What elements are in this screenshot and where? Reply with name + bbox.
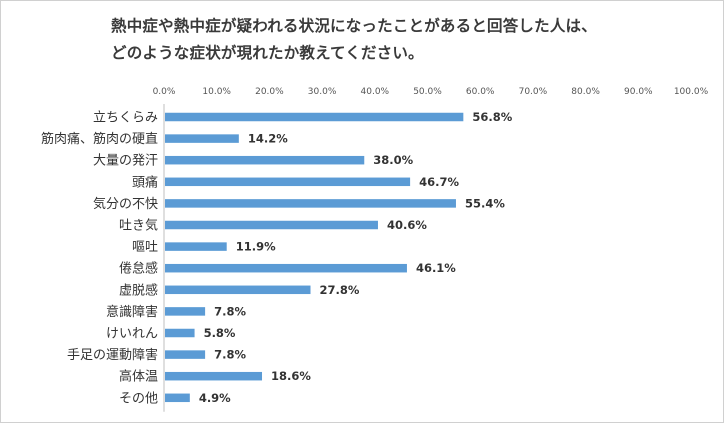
bar <box>165 112 464 122</box>
category-label: 嘔吐 <box>132 240 158 255</box>
value-label: 46.1% <box>416 261 456 275</box>
category-label: 大量の発汗 <box>93 154 158 169</box>
x-tick-label: 30.0% <box>308 87 337 97</box>
category-label: 気分の不快 <box>93 196 158 212</box>
value-label: 55.4% <box>465 196 505 210</box>
category-label: その他 <box>119 391 158 406</box>
bar <box>165 285 311 295</box>
bar <box>165 371 263 381</box>
value-label: 14.2% <box>248 132 288 146</box>
value-label: 4.9% <box>199 391 231 405</box>
value-label: 5.8% <box>204 326 236 340</box>
bar <box>165 242 227 251</box>
chart-title: 熱中症や熱中症が疑われる状況になったことがあると回答した人は、 どのような症状が… <box>111 13 711 67</box>
x-tick-label: 70.0% <box>519 87 548 97</box>
category-label: 立ちくらみ <box>93 111 158 126</box>
category-label: 頭痛 <box>132 174 158 190</box>
category-label: 筋肉痛、筋肉の硬直 <box>41 131 158 147</box>
bar <box>165 177 411 187</box>
bar <box>165 307 206 316</box>
x-tick-label: 80.0% <box>571 87 600 97</box>
value-label: 18.6% <box>271 369 311 383</box>
value-label: 11.9% <box>236 240 276 254</box>
value-label: 27.8% <box>320 283 360 297</box>
value-label: 40.6% <box>387 218 427 232</box>
x-tick-label: 0.0% <box>153 87 176 97</box>
bar <box>165 220 378 230</box>
category-label: けいれん <box>106 327 158 342</box>
value-label: 7.8% <box>214 304 246 318</box>
chart-title-line-2: どのような症状が現れたか教えてください。 <box>111 44 424 62</box>
category-label: 吐き気 <box>119 218 158 234</box>
bar <box>165 350 206 359</box>
value-label: 46.7% <box>419 175 459 189</box>
x-tick-label: 90.0% <box>624 87 653 97</box>
bar <box>165 263 407 273</box>
category-label: 手足の運動障害 <box>67 347 158 363</box>
value-label: 7.8% <box>214 348 246 362</box>
category-label: 虚脱感 <box>119 282 158 298</box>
x-tick-label: 60.0% <box>466 87 495 97</box>
bar <box>165 393 190 403</box>
bar <box>165 134 239 143</box>
x-tick-label: 100.0% <box>674 87 709 97</box>
bar <box>165 199 456 208</box>
bar <box>165 155 365 165</box>
x-tick-label: 40.0% <box>361 87 390 97</box>
value-label: 38.0% <box>373 153 413 167</box>
category-label: 倦怠感 <box>119 261 158 277</box>
value-label: 56.8% <box>472 110 512 124</box>
category-label: 高体温 <box>119 369 158 385</box>
category-label: 意識障害 <box>106 304 158 320</box>
x-tick-label: 50.0% <box>413 87 442 97</box>
x-tick-label: 20.0% <box>255 87 284 97</box>
x-tick-label: 10.0% <box>202 87 231 97</box>
chart-title-line-1: 熱中症や熱中症が疑われる状況になったことがあると回答した人は、 <box>111 17 597 35</box>
bar <box>165 328 195 338</box>
